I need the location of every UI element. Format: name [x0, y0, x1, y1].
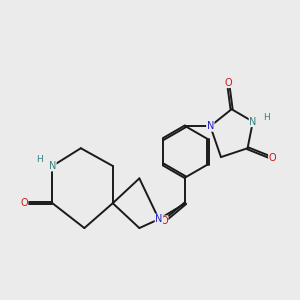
Text: H: H	[263, 113, 270, 122]
Text: N: N	[249, 117, 256, 127]
Text: O: O	[160, 216, 168, 226]
Text: N: N	[155, 214, 163, 224]
Text: O: O	[224, 78, 232, 88]
Text: N: N	[49, 161, 56, 171]
Text: H: H	[36, 155, 43, 164]
Text: O: O	[20, 198, 28, 208]
Text: N: N	[207, 121, 214, 131]
Text: O: O	[268, 153, 276, 163]
